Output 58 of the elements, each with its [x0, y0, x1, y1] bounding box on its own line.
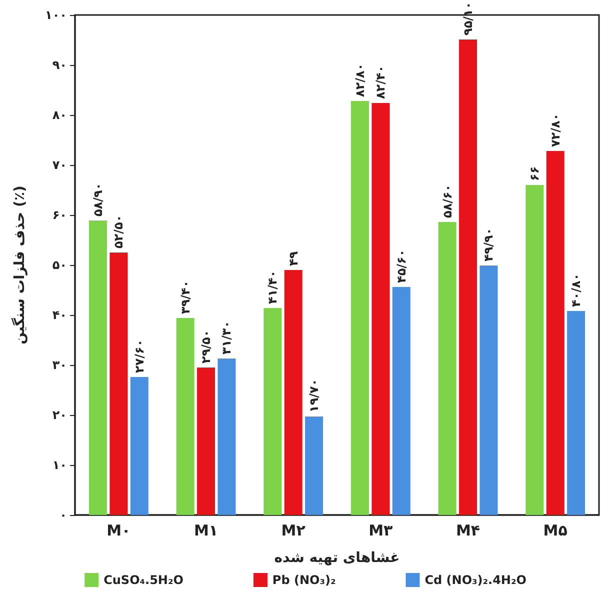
bar: [264, 308, 282, 515]
bar: [197, 368, 215, 515]
data-label: ۷۲/۸۰: [548, 113, 562, 147]
bar: [350, 101, 369, 515]
bar: [392, 287, 410, 515]
bar: [218, 358, 236, 515]
y-tick-label: ۱۰۰: [45, 8, 67, 22]
data-label: ۶۶: [528, 166, 542, 181]
data-label: ۴۵/۶۰: [394, 249, 408, 283]
legend-label: Pb (NO₃)₂: [272, 573, 336, 587]
y-tick-label: ۸۰: [52, 108, 67, 122]
legend-label: Cd (NO₃)₂.4H₂O: [424, 573, 526, 587]
data-label: ۴۹: [286, 250, 300, 266]
bar: [546, 151, 564, 515]
x-tick-label: M۰: [106, 522, 131, 540]
x-tick-label: M۴: [456, 522, 480, 540]
y-tick-label: ۲۰: [52, 408, 67, 422]
data-label: ۵۸/۹۰: [90, 182, 105, 216]
y-tick-label: ۷۰: [52, 158, 67, 172]
data-label: ۳۹/۴۰: [178, 280, 192, 314]
y-tick-label: ۰: [60, 508, 67, 522]
bar: [480, 266, 498, 515]
data-label: ۵۸/۶۰: [440, 184, 454, 218]
data-label: ۵۲/۵۰: [112, 214, 126, 248]
data-label: ۲۷/۶۰: [132, 339, 146, 373]
bar: [372, 103, 390, 515]
x-tick-label: M۳: [368, 522, 393, 540]
y-axis-title: حذف فلزات سنگین (٪): [11, 186, 28, 344]
x-axis-title: غشاهای تهیه شده: [274, 550, 400, 566]
bar: [526, 185, 544, 515]
data-label: ۴۱/۴۰: [266, 270, 280, 304]
data-label: ۲۹/۵۰: [199, 330, 213, 364]
x-tick-label: M۲: [281, 522, 306, 540]
bar: [438, 222, 456, 515]
bar: [110, 252, 128, 515]
y-tick-label: ۶۰: [52, 208, 67, 222]
legend-label: CuSO₄.5H₂O: [104, 573, 184, 587]
data-label: ۳۱/۳۰: [220, 320, 234, 354]
bar: [130, 377, 148, 515]
y-tick-label: ۳۰: [52, 358, 67, 372]
x-tick-label: M۵: [543, 522, 568, 540]
y-tick-label: ۹۰: [52, 58, 67, 72]
data-label: ۸۲/۴۰: [374, 65, 388, 99]
y-tick-label: ۴۰: [52, 308, 67, 322]
x-tick-label: M۱: [194, 522, 218, 540]
bar: [176, 318, 194, 515]
data-label: ۴۰/۸۰: [569, 273, 584, 307]
bar: [459, 40, 477, 515]
data-label: ۴۹/۹۰: [482, 228, 496, 262]
data-label: ۱۹/۷۰: [307, 378, 322, 412]
bar: [88, 220, 107, 515]
y-tick-label: ۱۰: [52, 458, 67, 472]
bar: [567, 311, 586, 515]
bar: [305, 416, 324, 515]
y-tick-label: ۵۰: [52, 258, 67, 272]
data-label: ۹۵/۱۰: [461, 2, 475, 36]
bar: [284, 270, 302, 515]
data-label: ۸۲/۸۰: [352, 63, 367, 97]
